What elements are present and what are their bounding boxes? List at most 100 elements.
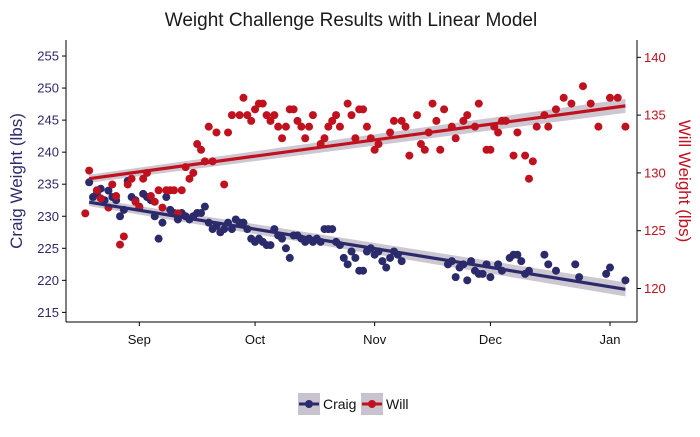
will-data-point xyxy=(139,174,148,183)
craig-data-point xyxy=(386,253,395,262)
craig-data-point xyxy=(544,260,553,269)
will-data-point xyxy=(405,151,414,160)
will-data-point xyxy=(112,192,121,201)
x-tick-label: Sep xyxy=(128,332,151,347)
craig-data-point xyxy=(154,234,163,243)
will-data-point xyxy=(432,116,441,125)
will-data-point xyxy=(227,111,236,120)
craig-data-point xyxy=(621,276,630,285)
craig-data-point xyxy=(278,234,287,243)
craig-data-point xyxy=(513,250,522,259)
will-data-point xyxy=(119,232,128,241)
will-data-point xyxy=(389,116,398,125)
will-data-point xyxy=(559,93,568,102)
will-data-point xyxy=(474,99,483,108)
will-data-point xyxy=(328,116,337,125)
will-data-point xyxy=(347,111,356,120)
will-data-point xyxy=(127,174,136,183)
left-tick-label: 215 xyxy=(37,305,59,320)
will-data-point xyxy=(235,111,244,120)
will-data-point xyxy=(567,99,576,108)
left-tick-label: 240 xyxy=(37,145,59,160)
will-data-point xyxy=(116,240,125,249)
will-data-point xyxy=(158,203,167,212)
craig-data-point xyxy=(517,257,526,266)
right-tick-label: 140 xyxy=(644,50,666,65)
craig-data-point xyxy=(197,209,206,218)
will-data-point xyxy=(212,128,221,137)
will-data-point xyxy=(247,116,256,125)
craig-data-point xyxy=(540,250,549,259)
left-axis-ticks: 215 220 225 230 235 240 245 250 255 xyxy=(37,49,66,320)
will-data-point xyxy=(204,122,213,131)
craig-data-point xyxy=(281,244,290,253)
will-data-point xyxy=(528,157,537,166)
legend-item-will[interactable]: Will xyxy=(361,393,409,415)
will-data-point xyxy=(494,128,503,137)
craig-data-point xyxy=(158,218,167,227)
will-data-point xyxy=(413,111,422,120)
craig-data-point xyxy=(605,263,614,272)
will-data-point xyxy=(193,140,202,149)
will-data-point xyxy=(274,122,283,131)
will-data-point xyxy=(605,93,614,102)
will-data-point xyxy=(308,111,317,120)
will-data-point xyxy=(397,116,406,125)
will-data-point xyxy=(243,111,252,120)
will-data-point xyxy=(521,151,530,160)
will-data-point xyxy=(532,122,541,131)
will-data-point xyxy=(386,128,395,137)
x-tick-label: Nov xyxy=(363,332,387,347)
legend-key-craig-point xyxy=(305,400,313,408)
left-tick-label: 235 xyxy=(37,177,59,192)
will-data-point xyxy=(613,93,622,102)
will-data-point xyxy=(359,105,368,114)
craig-data-point xyxy=(359,266,368,275)
craig-fit-line xyxy=(88,200,626,291)
right-tick-label: 125 xyxy=(644,223,666,238)
will-data-point xyxy=(332,111,341,120)
will-data-point xyxy=(513,128,522,137)
will-data-point xyxy=(289,105,298,114)
legend-item-craig[interactable]: Craig xyxy=(298,393,356,415)
will-data-point xyxy=(266,116,275,125)
will-data-point xyxy=(335,122,344,131)
craig-data-point xyxy=(104,186,113,195)
will-data-point xyxy=(320,134,329,143)
will-data-point xyxy=(420,145,429,154)
chart-title: Weight Challenge Results with Linear Mod… xyxy=(165,10,537,31)
will-data-point xyxy=(401,122,410,131)
craig-data-point xyxy=(239,218,248,227)
will-data-point xyxy=(224,128,233,137)
craig-data-point xyxy=(378,257,387,266)
will-data-point xyxy=(509,151,518,160)
legend: Craig Will xyxy=(298,393,409,415)
craig-data-point xyxy=(575,273,584,282)
craig-data-point xyxy=(162,193,171,202)
craig-data-point xyxy=(397,257,406,266)
will-data-point xyxy=(123,180,132,189)
will-data-point xyxy=(370,145,379,154)
legend-label-craig: Craig xyxy=(323,396,356,412)
will-data-point xyxy=(305,122,314,131)
will-data-point xyxy=(262,111,271,120)
right-tick-label: 130 xyxy=(644,165,666,180)
will-data-point xyxy=(150,197,159,206)
craig-data-point xyxy=(602,269,611,278)
will-data-point xyxy=(108,180,117,189)
will-data-point xyxy=(374,140,383,149)
left-tick-label: 245 xyxy=(37,113,59,128)
will-data-point xyxy=(544,122,553,131)
will-data-point xyxy=(270,111,279,120)
will-data-point xyxy=(96,194,105,203)
will-data-point xyxy=(258,99,267,108)
will-data-point xyxy=(524,174,533,183)
legend-label-will: Will xyxy=(386,396,409,412)
right-axis-label: Will Weight (lbs) xyxy=(675,120,694,242)
will-data-point xyxy=(251,105,260,114)
will-data-point xyxy=(362,122,371,131)
will-data-point xyxy=(486,145,495,154)
will-data-point xyxy=(154,186,163,195)
craig-data-point xyxy=(571,260,580,269)
